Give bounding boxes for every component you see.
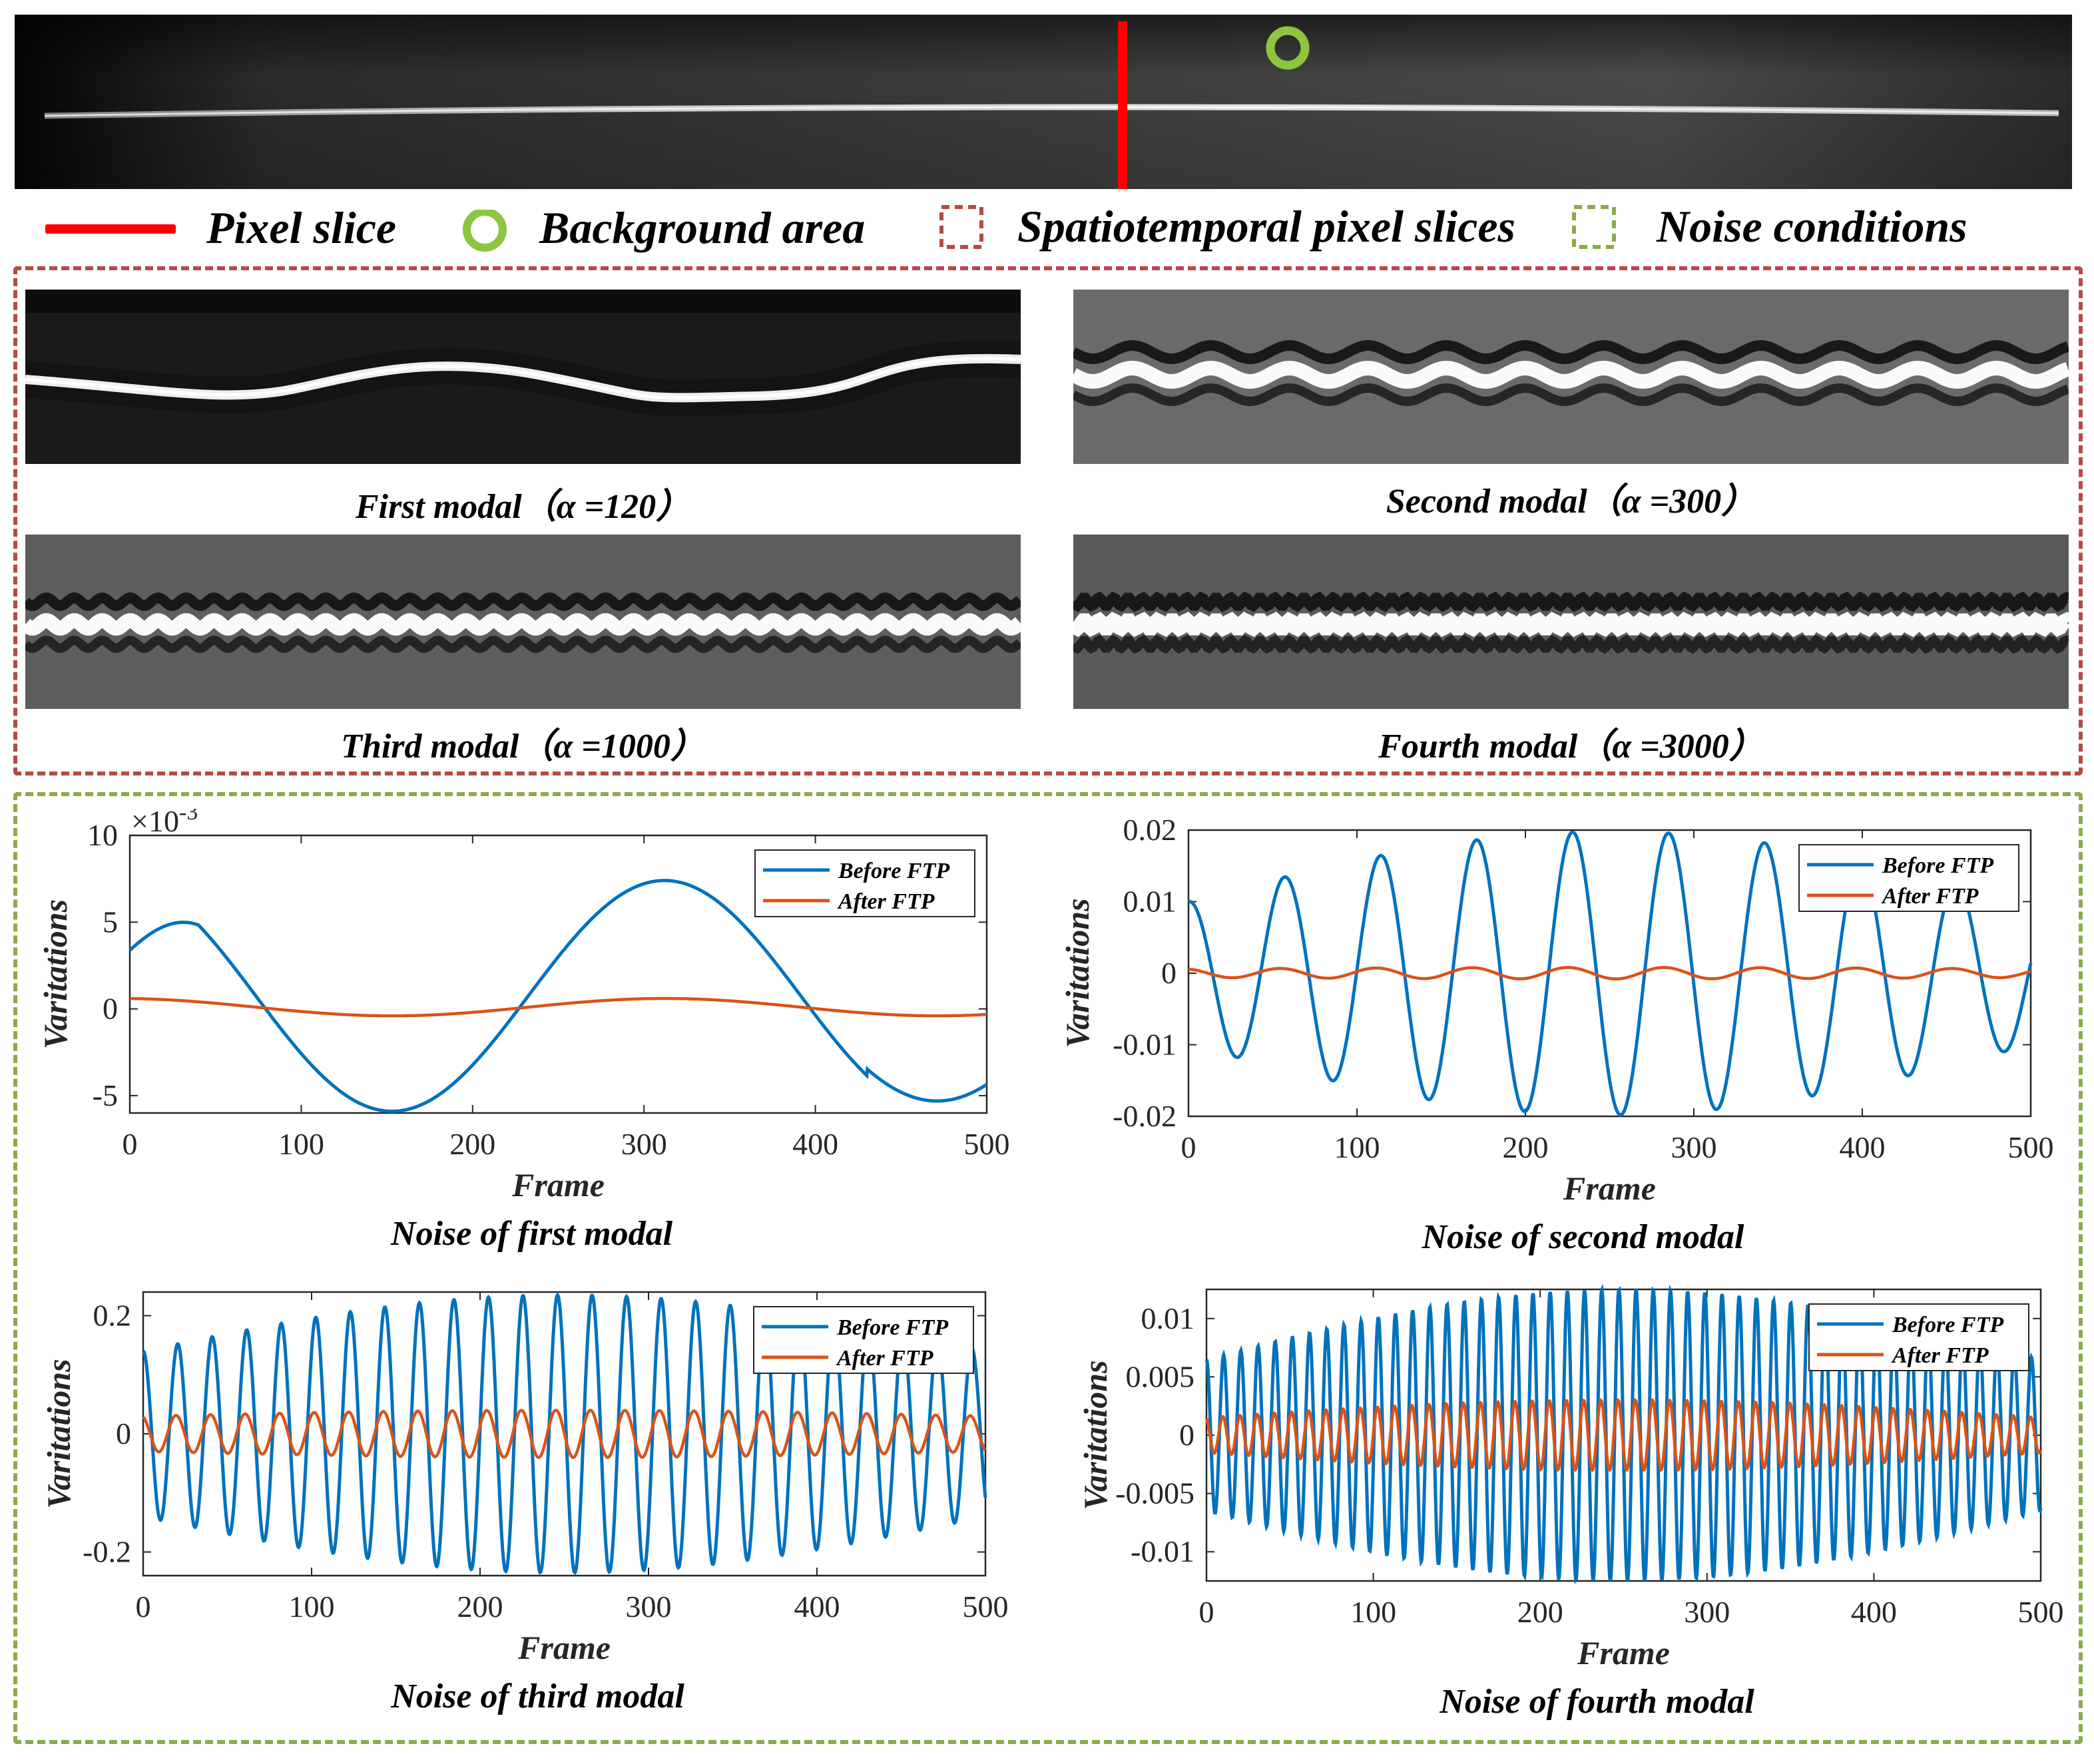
spatiotemporal-panel-box xyxy=(13,266,2083,775)
x-tick-label: 400 xyxy=(1840,1130,1886,1164)
first-modal-slice-image xyxy=(25,290,1021,464)
y-axis-label: Varitations xyxy=(40,1359,77,1508)
y-tick-label: 0.2 xyxy=(93,1299,132,1333)
x-tick-label: 200 xyxy=(1517,1595,1563,1629)
series-after-ftp-line xyxy=(130,996,987,1018)
figure-legend: Pixel slice Background area Spatiotempor… xyxy=(0,196,2094,263)
y-tick-label: -0.005 xyxy=(1115,1476,1194,1510)
x-tick-label: 200 xyxy=(1503,1130,1549,1164)
y-tick-label: -0.02 xyxy=(1113,1099,1177,1133)
noise-panel-box xyxy=(13,792,2083,1744)
chart-title: Noise of second modal xyxy=(1422,1218,1744,1256)
legend-entry: Before FTP xyxy=(836,1315,948,1340)
legend-entry: After FTP xyxy=(837,889,935,914)
x-tick-label: 300 xyxy=(626,1590,672,1624)
y-tick-label: -5 xyxy=(93,1078,118,1112)
x-tick-label: 200 xyxy=(449,1127,495,1161)
series-before-ftp-line xyxy=(129,879,988,1113)
legend-entry: After FTP xyxy=(1881,884,1979,909)
camera-frame-image xyxy=(15,15,2072,189)
y-tick-label: 0.02 xyxy=(1123,813,1177,847)
chart-legend-box xyxy=(1808,1303,2029,1371)
y-axis-label: Varitations xyxy=(1059,898,1096,1048)
y-tick-label: 0 xyxy=(1179,1418,1194,1452)
series-after-ftp-line xyxy=(1204,1397,2043,1472)
y-tick-label: -0.2 xyxy=(83,1535,131,1569)
y-tick-label: 0 xyxy=(103,992,118,1026)
second-modal-slice-image xyxy=(1073,290,2069,464)
x-tick-label: 400 xyxy=(792,1127,838,1161)
legend-background-area: Background area xyxy=(539,202,866,253)
x-axis-label: Frame xyxy=(517,1629,611,1666)
x-tick-label: 100 xyxy=(278,1127,324,1161)
chart-title: Noise of first modal xyxy=(390,1215,673,1253)
noise-second-modal-chart: 0 100 200 300 400 500 0.02 0.01 0 -0.01 -0.02 Frame… xyxy=(1059,813,2054,1256)
x-tick-label: 400 xyxy=(1851,1595,1897,1629)
x-tick-label: 300 xyxy=(621,1127,667,1161)
y-tick-label: 10 xyxy=(87,818,118,852)
x-axis-label: Frame xyxy=(1563,1170,1656,1207)
noise-legend-icon xyxy=(1572,205,1616,249)
y-tick-label: -0.01 xyxy=(1113,1028,1177,1062)
series-after-ftp-line xyxy=(142,1409,987,1459)
legend-entry: Before FTP xyxy=(1892,1313,2003,1337)
x-tick-label: 300 xyxy=(1684,1595,1730,1629)
chart-title: Noise of third modal xyxy=(390,1677,684,1715)
x-tick-label: 400 xyxy=(794,1590,840,1624)
x-tick-label: 500 xyxy=(964,1127,1010,1161)
x-tick-label: 100 xyxy=(1334,1130,1380,1164)
pixel-slice-marker xyxy=(1118,21,1127,189)
pixel-slice-legend-line xyxy=(45,224,176,234)
caption-third-modal: Third modal（α =1000） xyxy=(341,728,705,766)
legend-entry: After FTP xyxy=(836,1346,933,1371)
y-axis-label: Varitations xyxy=(37,899,74,1049)
legend-entry: Before FTP xyxy=(838,859,949,883)
y-tick-label: 0.01 xyxy=(1141,1301,1195,1335)
chart-legend-box xyxy=(1798,844,2019,912)
legend-entry: After FTP xyxy=(1891,1343,1989,1368)
chart-title: Noise of fourth modal xyxy=(1439,1683,1754,1721)
noise-first-modal-chart: 0 100 200 300 400 5001050-5×10-3FrameVaritati… xyxy=(37,809,1010,1253)
series-before-ftp-line xyxy=(142,1292,987,1575)
y-tick-label: 0 xyxy=(116,1417,131,1450)
y-tick-label: 5 xyxy=(103,905,118,939)
x-tick-label: 0 xyxy=(1199,1595,1214,1629)
x-tick-label: 0 xyxy=(1181,1130,1196,1164)
chart-legend-box xyxy=(753,1306,974,1374)
y-tick-label: -0.01 xyxy=(1131,1534,1194,1568)
fourth-modal-slice-image xyxy=(1073,535,2069,709)
legend-entry: Before FTP xyxy=(1882,853,1993,878)
y-tick-label: 0 xyxy=(1161,956,1177,990)
background-area-legend-icon xyxy=(463,210,507,252)
caption-fourth-modal: Fourth modal（α =3000） xyxy=(1378,728,1764,766)
x-tick-label: 300 xyxy=(1671,1130,1717,1164)
background-area-marker xyxy=(1266,26,1310,70)
x-tick-label: 0 xyxy=(123,1127,138,1161)
third-modal-slice-image xyxy=(25,535,1021,709)
legend-noise: Noise conditions xyxy=(1657,201,1967,252)
caption-first-modal: First modal（α =120） xyxy=(355,488,691,526)
series-before-ftp-line xyxy=(1188,830,2033,1117)
chart-legend-box xyxy=(754,849,975,917)
noise-third-modal-chart: 0 100 200 300 400 5000.20-0.2FrameVaritations… xyxy=(40,1291,1009,1715)
y-axis-label: Varitations xyxy=(1077,1360,1114,1510)
y-tick-label: 0.01 xyxy=(1123,885,1177,919)
x-axis-label: Frame xyxy=(1577,1634,1670,1671)
y-exponent-label: ×10-3 xyxy=(131,809,198,838)
x-tick-label: 0 xyxy=(136,1590,151,1624)
y-tick-label: 0.005 xyxy=(1126,1359,1195,1393)
legend-spatiotemporal: Spatiotemporal pixel slices xyxy=(1017,201,1515,252)
x-axis-label: Frame xyxy=(511,1166,605,1204)
x-tick-label: 500 xyxy=(2008,1130,2054,1164)
x-tick-label: 100 xyxy=(1350,1595,1396,1629)
legend-pixel-slice: Pixel slice xyxy=(206,202,397,253)
caption-second-modal: Second modal（α =300） xyxy=(1386,483,1756,521)
noise-fourth-modal-chart: 0 100 200 300 400 500 0.01 0.005 0 -0.005 -0.01 Fra… xyxy=(1077,1283,2064,1721)
x-tick-label: 200 xyxy=(457,1590,503,1624)
x-tick-label: 500 xyxy=(963,1590,1009,1624)
x-tick-label: 500 xyxy=(2018,1595,2064,1629)
spatiotemporal-legend-icon xyxy=(939,205,983,249)
series-after-ftp-line xyxy=(1188,966,2031,981)
x-tick-label: 100 xyxy=(289,1590,335,1624)
